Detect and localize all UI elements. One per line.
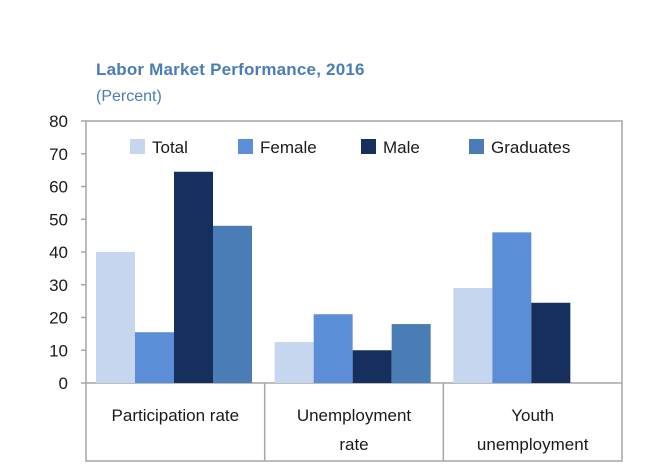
bar-total-2 (274, 342, 314, 383)
bar-graduates-2 (391, 324, 431, 383)
bar-total-3 (453, 288, 493, 383)
legend-label-male: Male (383, 138, 420, 157)
category-label: Youth (511, 406, 554, 425)
y-tick-label: 50 (49, 210, 68, 229)
category-label: Unemployment (297, 406, 412, 425)
y-tick-label: 60 (49, 178, 68, 197)
legend-swatch-graduates (469, 139, 484, 154)
bar-female-3 (492, 232, 532, 383)
category-label: Participation rate (112, 406, 240, 425)
y-tick-label: 70 (49, 145, 68, 164)
y-tick-label: 20 (49, 309, 68, 328)
chart-title: Labor Market Performance, 2016 (96, 60, 365, 79)
y-tick-label: 30 (49, 276, 68, 295)
legend-label-graduates: Graduates (491, 138, 570, 157)
y-tick-label: 40 (49, 243, 68, 262)
y-tick-label: 10 (49, 341, 68, 360)
legend-swatch-female (238, 139, 253, 154)
y-tick-label: 80 (49, 112, 68, 131)
bar-male-1 (174, 171, 213, 383)
category-label: unemployment (477, 435, 589, 454)
legend-swatch-male (361, 139, 376, 154)
bar-female-2 (313, 314, 353, 383)
bar-total-1 (96, 252, 135, 383)
legend-label-total: Total (152, 138, 188, 157)
bar-graduates-1 (213, 225, 252, 383)
legend-swatch-total (130, 139, 145, 154)
plot-frame (85, 120, 623, 462)
y-tick-label: 0 (59, 374, 68, 393)
legend-label-female: Female (260, 138, 317, 157)
bar-female-1 (135, 332, 174, 383)
category-label: rate (339, 435, 368, 454)
bar-male-2 (352, 350, 392, 383)
chart-subtitle: (Percent) (96, 88, 162, 105)
bar-male-3 (531, 302, 571, 383)
